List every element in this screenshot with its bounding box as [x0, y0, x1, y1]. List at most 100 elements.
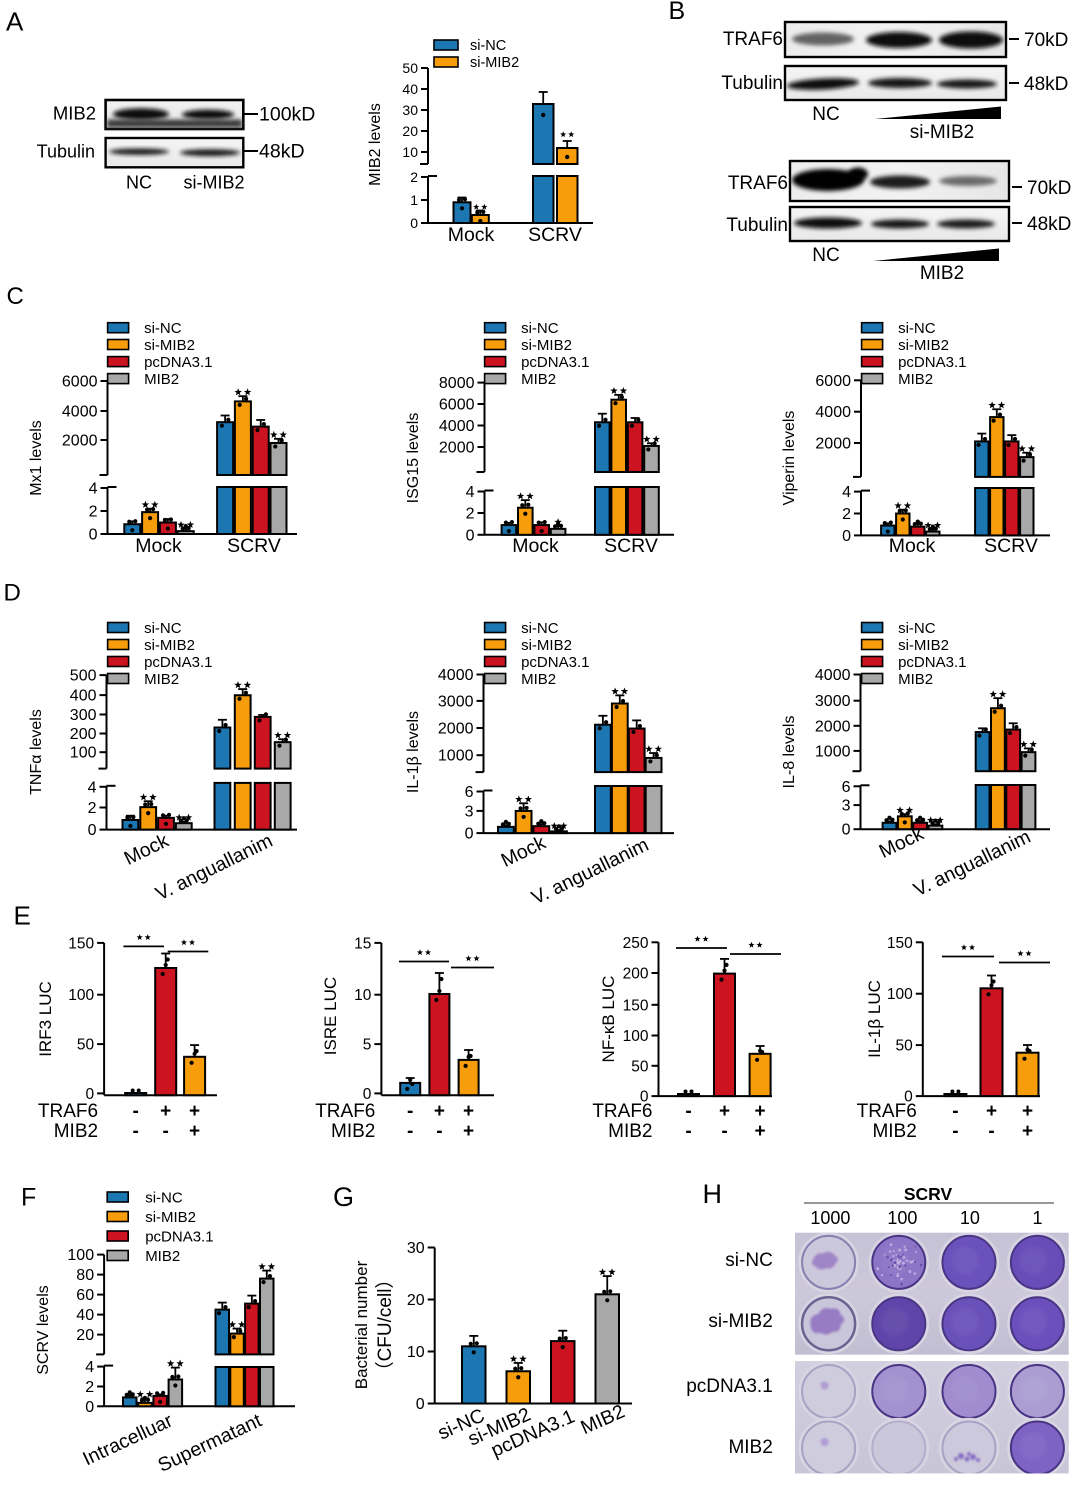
svg-text:48kD: 48kD: [1027, 214, 1071, 235]
svg-text:-: -: [988, 1121, 994, 1142]
svg-text:10: 10: [354, 987, 372, 1004]
svg-text:-: -: [407, 1121, 413, 1142]
svg-text:250: 250: [623, 935, 649, 952]
svg-text:48kD: 48kD: [1024, 74, 1068, 95]
svg-text:+: +: [1022, 1101, 1033, 1122]
svg-text:200: 200: [70, 726, 97, 743]
svg-text:+: +: [755, 1121, 766, 1142]
svg-text:150: 150: [887, 935, 913, 952]
svg-text:si-MIB2: si-MIB2: [910, 122, 974, 143]
svg-text:TRAF6: TRAF6: [592, 1101, 652, 1122]
svg-text:8000: 8000: [439, 375, 475, 392]
svg-text:si-NC: si-NC: [145, 1190, 183, 1207]
svg-text:4000: 4000: [815, 404, 851, 421]
svg-text:48kD: 48kD: [259, 141, 305, 163]
svg-text:10: 10: [407, 1344, 425, 1361]
svg-text:1000: 1000: [810, 1208, 850, 1228]
svg-text:-: -: [685, 1121, 691, 1142]
svg-text:4000: 4000: [438, 667, 474, 684]
svg-text:si-NC: si-NC: [144, 320, 182, 337]
svg-text:E: E: [14, 901, 31, 931]
svg-text:+: +: [189, 1121, 200, 1142]
svg-text:TRAF6: TRAF6: [315, 1101, 375, 1122]
svg-text:100: 100: [68, 987, 94, 1004]
svg-text:4000: 4000: [62, 404, 98, 421]
svg-text:MIB2: MIB2: [144, 371, 179, 388]
svg-text:SCRV: SCRV: [604, 535, 658, 557]
svg-text:H: H: [703, 1179, 723, 1209]
svg-text:A: A: [6, 7, 24, 37]
svg-text:pcDNA3.1: pcDNA3.1: [144, 654, 212, 671]
svg-text:70kD: 70kD: [1027, 178, 1071, 199]
svg-text:20: 20: [402, 123, 418, 139]
svg-text:100: 100: [623, 1028, 649, 1045]
svg-text:pcDNA3.1: pcDNA3.1: [898, 354, 966, 371]
svg-text:MIB2: MIB2: [521, 671, 556, 688]
svg-text:Mock: Mock: [512, 535, 559, 557]
svg-text:200: 200: [623, 966, 649, 983]
svg-text:0: 0: [904, 1089, 913, 1106]
svg-text:MIB2: MIB2: [331, 1121, 375, 1142]
svg-text:80: 80: [76, 1267, 94, 1284]
svg-text:+: +: [755, 1101, 766, 1122]
svg-text:0: 0: [842, 822, 851, 839]
svg-text:6000: 6000: [815, 373, 851, 390]
svg-text:2: 2: [89, 504, 98, 521]
svg-text:Mock: Mock: [448, 224, 495, 246]
svg-text:si-MIB2: si-MIB2: [898, 337, 949, 354]
svg-text:-: -: [133, 1101, 139, 1122]
svg-text:pcDNA3.1: pcDNA3.1: [686, 1376, 773, 1397]
svg-text:NF-κB LUC: NF-κB LUC: [599, 976, 618, 1063]
svg-text:100: 100: [887, 1208, 917, 1228]
svg-text:10: 10: [402, 144, 418, 160]
svg-text:4: 4: [85, 1359, 94, 1376]
svg-text:2000: 2000: [815, 436, 851, 453]
svg-text:50: 50: [896, 1038, 914, 1055]
svg-text:TRAF6: TRAF6: [723, 29, 783, 50]
svg-text:pcDNA3.1: pcDNA3.1: [144, 354, 212, 371]
svg-text:F: F: [21, 1184, 36, 1212]
svg-text:0: 0: [416, 1396, 425, 1413]
svg-text:IL-8 levels: IL-8 levels: [781, 716, 798, 789]
svg-text:0: 0: [88, 822, 97, 839]
svg-text:si-MIB2: si-MIB2: [144, 637, 195, 654]
svg-text:MIB2: MIB2: [920, 263, 964, 284]
svg-text:4: 4: [89, 481, 98, 498]
svg-text:4000: 4000: [815, 667, 851, 684]
svg-text:2: 2: [466, 506, 475, 523]
svg-text:+: +: [463, 1121, 474, 1142]
svg-text:pcDNA3.1: pcDNA3.1: [145, 1229, 213, 1246]
svg-text:ISRE LUC: ISRE LUC: [321, 977, 340, 1055]
svg-text:SCRV: SCRV: [904, 1184, 953, 1204]
svg-text:+: +: [719, 1101, 730, 1122]
svg-text:0: 0: [85, 1399, 94, 1416]
svg-text:40: 40: [76, 1307, 94, 1324]
svg-text:0: 0: [842, 528, 851, 545]
svg-text:si-MIB2: si-MIB2: [521, 337, 572, 354]
svg-text:1000: 1000: [438, 748, 474, 765]
svg-text:100kD: 100kD: [259, 104, 315, 126]
svg-text:si-MIB2: si-MIB2: [145, 1209, 196, 1226]
svg-text:6: 6: [465, 784, 474, 801]
svg-text:C: C: [7, 283, 24, 310]
svg-text:IRF3 LUC: IRF3 LUC: [36, 981, 55, 1057]
svg-text:+: +: [189, 1101, 200, 1122]
svg-text:0: 0: [640, 1089, 649, 1106]
svg-text:si-MIB2: si-MIB2: [708, 1311, 772, 1332]
svg-text:2: 2: [410, 169, 418, 185]
svg-text:3000: 3000: [815, 693, 851, 710]
svg-text:300: 300: [70, 707, 97, 724]
svg-text:MIB2: MIB2: [728, 1437, 772, 1458]
svg-text:-: -: [685, 1101, 691, 1122]
svg-text:2: 2: [842, 506, 851, 523]
svg-text:50: 50: [402, 60, 418, 76]
svg-text:6: 6: [842, 779, 851, 796]
svg-text:5: 5: [363, 1037, 372, 1054]
svg-text:B: B: [669, 0, 686, 25]
svg-text:6000: 6000: [62, 374, 98, 391]
svg-text:+: +: [463, 1101, 474, 1122]
svg-text:SCRV levels: SCRV levels: [35, 1285, 52, 1375]
svg-text:1: 1: [410, 192, 418, 208]
svg-text:500: 500: [70, 668, 97, 685]
svg-text:3000: 3000: [438, 693, 474, 710]
